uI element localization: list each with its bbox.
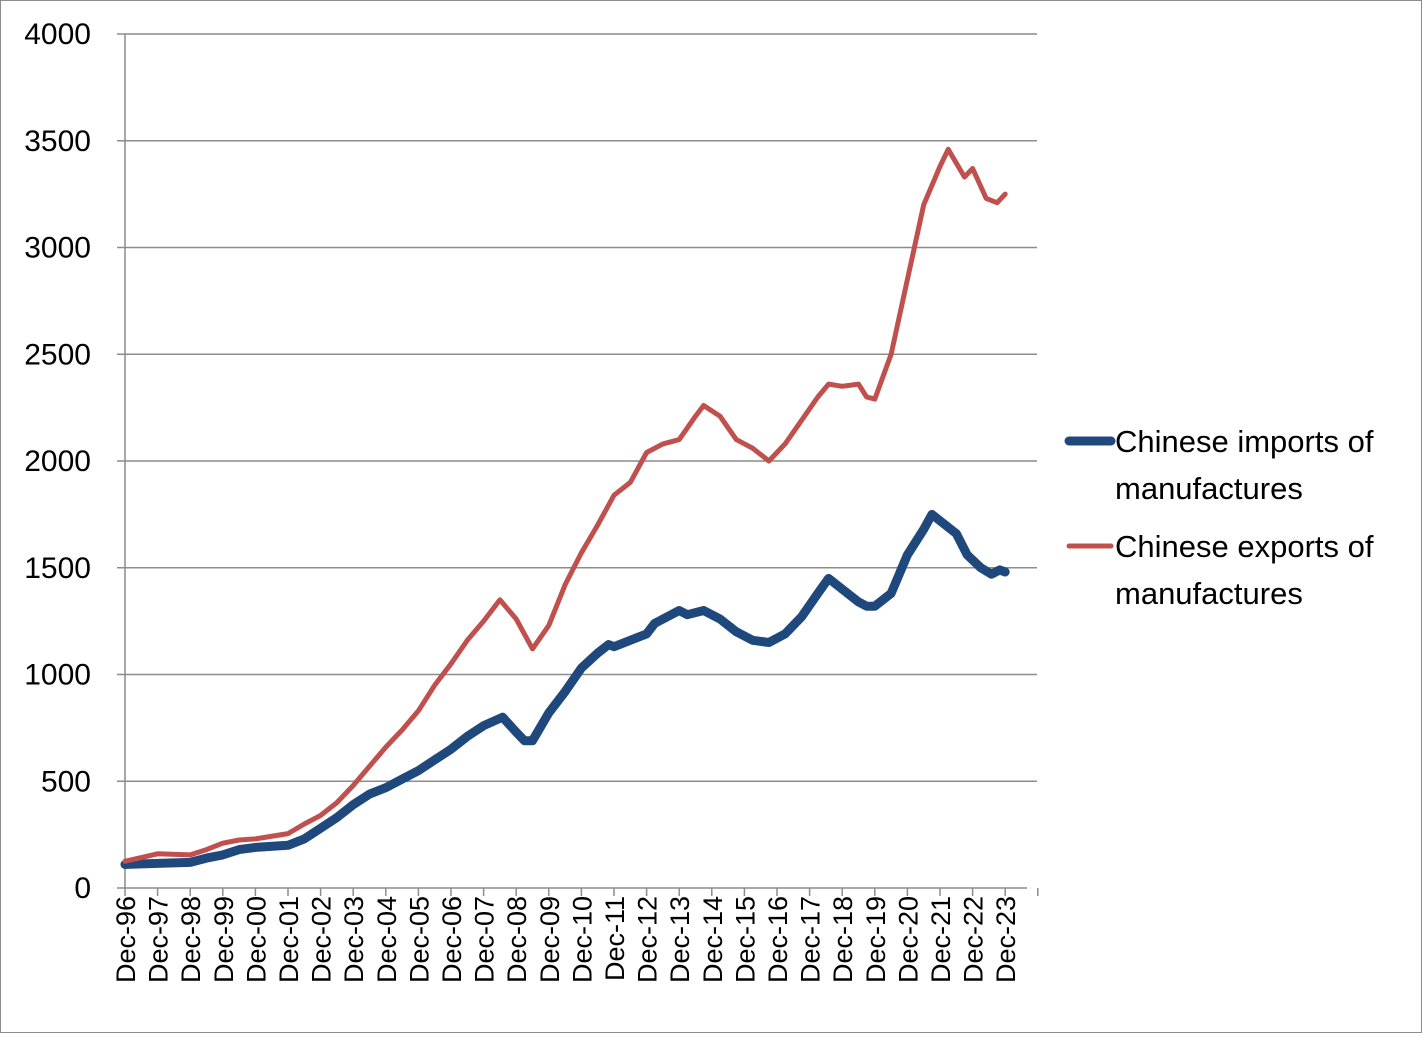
x-tick-label: Dec-03: [339, 896, 369, 983]
x-tick-label: Dec-16: [763, 896, 793, 983]
y-axis-tick-labels: 0 500 1000 1500 2000 2500 3000 3500 4000: [24, 18, 91, 905]
x-tick-label: Dec-12: [633, 896, 663, 983]
y-tick-label: 0: [74, 872, 91, 905]
x-tick-label: Dec-04: [372, 896, 402, 983]
x-tick-label: Dec-18: [828, 896, 858, 983]
x-tick-label: Dec-14: [698, 896, 728, 983]
series-lines: [120, 146, 1010, 869]
gridlines: [125, 33, 1037, 782]
axes: [117, 33, 1039, 896]
x-tick-label: Dec-19: [861, 896, 891, 983]
x-axis-tick-labels: Dec-96 Dec-97 Dec-98 Dec-99 Dec-00 Dec-01 Dec-…: [111, 896, 1021, 983]
series-line-exports: [122, 146, 1008, 864]
x-tick-label: Dec-98: [176, 896, 206, 983]
legend-label: Chinese exports of manufactures: [1115, 529, 1374, 611]
x-tick-label: Dec-10: [567, 896, 597, 983]
x-tick-label: Dec-13: [665, 896, 695, 983]
x-tick-label: Dec-01: [274, 896, 304, 983]
legend-label: Chinese imports of manufactures: [1115, 424, 1374, 506]
y-tick-label: 3000: [24, 232, 91, 265]
x-tick-label: Dec-21: [926, 896, 956, 983]
series-line-imports: [120, 509, 1010, 869]
x-tick-label: Dec-06: [437, 896, 467, 983]
y-tick-label: 4000: [24, 18, 91, 51]
x-tick-label: Dec-17: [796, 896, 826, 983]
y-tick-label: 2000: [24, 445, 91, 478]
y-tick-label: 2500: [24, 338, 91, 371]
x-tick-label: Dec-99: [209, 896, 239, 983]
y-tick-label: 1500: [24, 552, 91, 585]
x-tick-label: Dec-23: [991, 896, 1021, 983]
x-tick-label: Dec-02: [307, 896, 337, 983]
x-tick-label: Dec-07: [470, 896, 500, 983]
x-tick-label: Dec-11: [600, 896, 630, 981]
y-tick-label: 3500: [24, 125, 91, 158]
x-tick-label: Dec-08: [502, 896, 532, 983]
x-tick-label: Dec-20: [893, 896, 923, 983]
legend: Chinese imports of manufactures Chinese ex…: [1064, 424, 1374, 611]
x-tick-label: Dec-22: [959, 896, 989, 983]
x-tick-label: Dec-97: [144, 896, 174, 983]
y-tick-label: 1000: [24, 659, 91, 692]
x-tick-label: Dec-15: [730, 896, 760, 983]
y-tick-label: 500: [41, 765, 91, 798]
x-tick-label: Dec-09: [535, 896, 565, 983]
x-tick-label: Dec-96: [111, 896, 141, 983]
x-tick-label: Dec-00: [241, 896, 271, 983]
x-tick-label: Dec-05: [404, 896, 434, 983]
